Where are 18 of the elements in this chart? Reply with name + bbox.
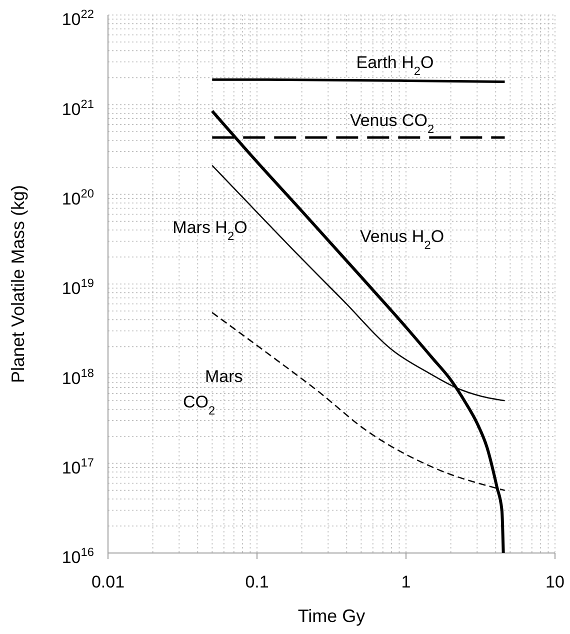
- x-tick-label: 10: [546, 572, 564, 592]
- y-tick-label: 10$^{20}$: [62, 186, 94, 209]
- y-tick-label: 10$^{18}$: [62, 366, 94, 388]
- series-label: Earth H$_{2}$O: [356, 53, 434, 78]
- series-label: Venus H$_{2}$O: [360, 227, 444, 252]
- y-tick-label: 10$^{19}$: [62, 276, 94, 298]
- x-tick-label: 0.01: [91, 572, 125, 592]
- series-label: Mars H$_{2}$O: [172, 218, 248, 243]
- series-label: Venus CO$_{2}$: [350, 111, 434, 136]
- y-axis-title: Planet Volatile Mass (kg): [8, 184, 28, 384]
- y-tick-label: 10$^{22}$: [62, 7, 94, 30]
- series-label: Mars CO$_{2}$: [183, 367, 243, 418]
- x-tick-label: 1: [401, 572, 411, 592]
- x-axis-title: Time Gy: [298, 606, 366, 626]
- y-tick-label: 10$^{17}$: [62, 456, 94, 478]
- y-tick-label: 10$^{16}$: [62, 545, 94, 568]
- y-tick-label: 10$^{21}$: [62, 96, 94, 119]
- x-tick-label: 0.1: [245, 572, 269, 592]
